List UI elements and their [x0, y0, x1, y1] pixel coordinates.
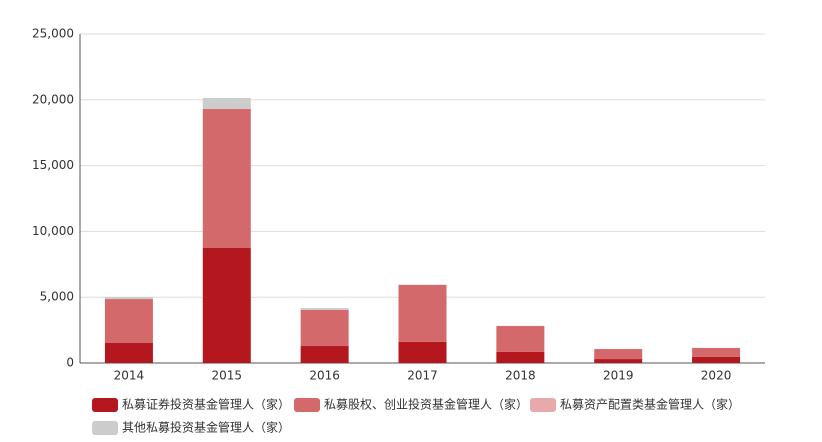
x-tick-label: 2018 [505, 369, 536, 383]
bar-segment [104, 299, 153, 343]
bar-segment [398, 341, 447, 363]
x-tick-label: 2014 [114, 369, 145, 383]
x-tick-label: 2015 [212, 369, 243, 383]
bar-segment [496, 326, 545, 352]
bar-segment [202, 109, 251, 248]
legend-label: 私募证券投资基金管理人（家） [122, 397, 290, 412]
legend-label: 其他私募投资基金管理人（家） [122, 420, 290, 435]
y-tick-label: 25,000 [32, 27, 74, 41]
bar-segment [300, 346, 349, 363]
x-tick-label: 2017 [407, 369, 438, 383]
bar-segment [692, 347, 741, 357]
legend-swatch [92, 398, 118, 412]
bar-segment [398, 284, 447, 342]
bar-segment [496, 351, 545, 363]
bar-segment [692, 356, 741, 363]
bar-segment [594, 359, 643, 363]
x-tick-label: 2016 [309, 369, 340, 383]
y-tick-label: 10,000 [32, 224, 74, 238]
x-tick-label: 2019 [603, 369, 634, 383]
y-tick-label: 0 [66, 356, 74, 370]
y-tick-label: 15,000 [32, 158, 74, 172]
bar-segment [104, 297, 153, 300]
legend-label: 私募股权、创业投资基金管理人（家） [324, 397, 528, 412]
x-tick-label: 2020 [701, 369, 732, 383]
bar-segment [300, 307, 349, 310]
y-tick-label: 5,000 [40, 290, 74, 304]
bar-segment [300, 309, 349, 347]
bar-segment [202, 247, 251, 363]
bar-segment [104, 342, 153, 363]
legend-swatch [294, 398, 320, 412]
y-tick-label: 20,000 [32, 92, 74, 106]
legend-label: 私募资产配置类基金管理人（家） [560, 397, 740, 412]
bar-segment [202, 97, 251, 110]
bar-segment [594, 349, 643, 360]
legend-swatch [92, 421, 118, 435]
legend-swatch [530, 398, 556, 412]
